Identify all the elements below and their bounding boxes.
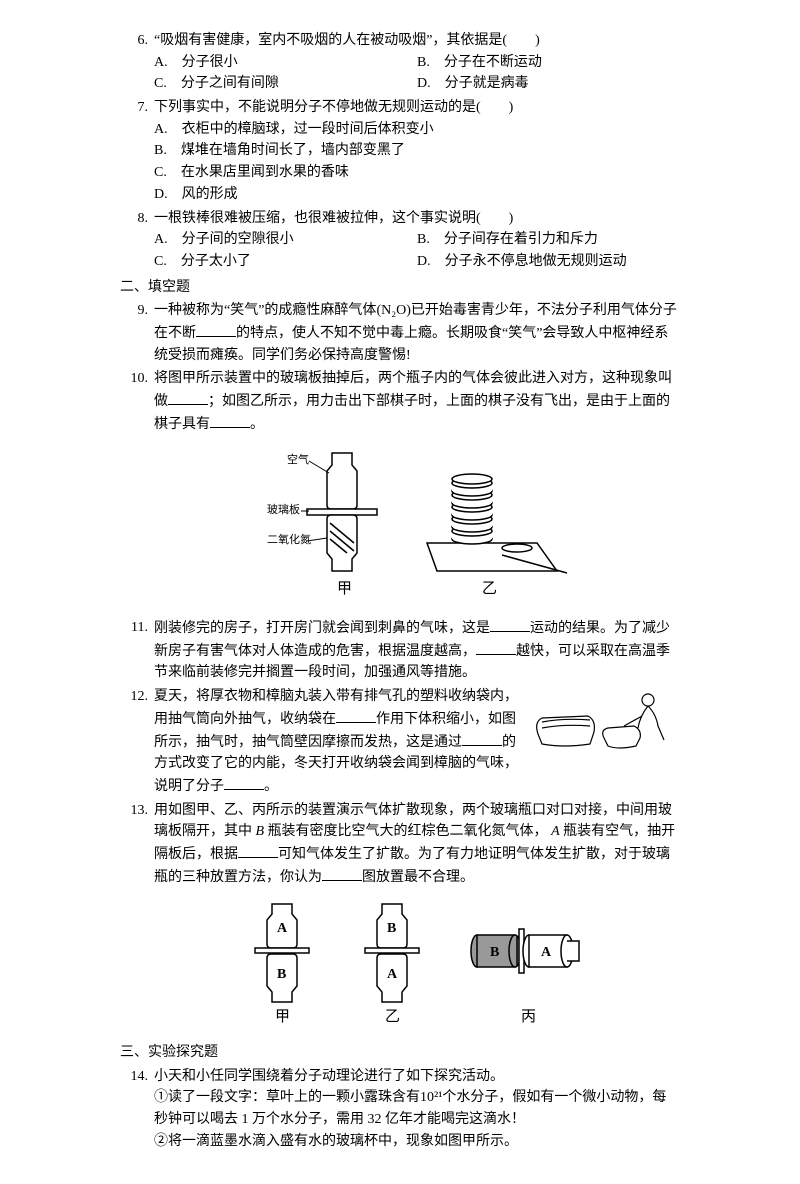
q13-svg: A B 甲 B A 乙 bbox=[227, 896, 607, 1026]
q13-yi-B: B bbox=[387, 921, 396, 936]
q7-options: A. 衣柜中的樟脑球，过一段时间后体积变小 B. 煤堆在墙角时间长了，墙内部变黑… bbox=[154, 119, 680, 206]
q10-body: 将图甲所示装置中的玻璃板抽掉后，两个瓶子内的气体会彼此进入对方，这种现象叫做；如… bbox=[154, 368, 680, 615]
q13-p2: 瓶装有密度比空气大的红棕色二氧化氮气体， bbox=[268, 824, 548, 839]
q13-jia-A: A bbox=[277, 921, 288, 936]
q14-stem: 小天和小任同学围绕着分子动理论进行了如下探究活动。 bbox=[154, 1066, 680, 1088]
question-14: 14. 小天和小任同学围绕着分子动理论进行了如下探究活动。 ①读了一段文字：草叶… bbox=[120, 1066, 680, 1153]
q12-figure bbox=[530, 686, 680, 769]
q10-label-glass: 玻璃板 bbox=[267, 502, 300, 516]
section-fill-blank: 二、填空题 bbox=[120, 277, 680, 299]
question-8: 8. 一根铁棒很难被压缩，也很难被拉伸，这个事实说明( ) A. 分子间的空隙很… bbox=[120, 208, 680, 273]
q6-opt-d: D. 分子就是病毒 bbox=[417, 73, 680, 95]
q8-opt-a: A. 分子间的空隙很小 bbox=[154, 229, 417, 251]
q8-opt-b: B. 分子间存在着引力和斥力 bbox=[417, 229, 680, 251]
q9-num: 9. bbox=[120, 300, 154, 366]
question-12: 12. bbox=[120, 686, 680, 797]
q11-blank1 bbox=[490, 617, 530, 632]
q14-item1: ①读了一段文字：草叶上的一颗小露珠含有10²¹个水分子，假如有一个微小动物，每秒… bbox=[154, 1087, 680, 1130]
q10-figure: 空气 玻璃板 二氧化氮 甲 bbox=[154, 443, 680, 611]
q8-opt-d: D. 分子永不停息地做无规则运动 bbox=[417, 251, 680, 273]
q10-label-air: 空气 bbox=[287, 452, 309, 466]
q12-blank2 bbox=[462, 731, 502, 746]
q13-yi-A: A bbox=[387, 967, 398, 982]
q11-body: 刚装修完的房子，打开房门就会闻到刺鼻的气味，这是运动的结果。为了减少新房子有害气… bbox=[154, 617, 680, 684]
q10-label-no2: 二氧化氮 bbox=[267, 532, 311, 546]
q6-options: A. 分子很小 B. 分子在不断运动 C. 分子之间有间隙 D. 分子就是病毒 bbox=[154, 52, 680, 95]
q7-opt-a: A. 衣柜中的樟脑球，过一段时间后体积变小 bbox=[154, 119, 680, 141]
q9-blank1 bbox=[196, 322, 236, 337]
q10-num: 10. bbox=[120, 368, 154, 615]
q9-p1: 一种被称为“笑气”的成瘾性麻醉气体 bbox=[154, 303, 376, 318]
q12-blank3 bbox=[224, 775, 264, 790]
q7-opt-d: D. 风的形成 bbox=[154, 184, 680, 206]
section-experiment: 三、实验探究题 bbox=[120, 1042, 680, 1064]
q13-p5: 图放置最不合理。 bbox=[362, 870, 474, 885]
q10-blank1 bbox=[168, 390, 208, 405]
page-content: 6. “吸烟有害健康，室内不吸烟的人在被动吸烟”，其依据是( ) A. 分子很小… bbox=[0, 0, 800, 1184]
q13-cap-yi: 乙 bbox=[385, 1009, 400, 1025]
q11-num: 11. bbox=[120, 617, 154, 684]
q14-exp: 10²¹ bbox=[420, 1090, 442, 1105]
q11-blank2 bbox=[476, 640, 516, 655]
q13-B: B bbox=[256, 824, 265, 839]
q13-A: A bbox=[551, 824, 560, 839]
q9-body: 一种被称为“笑气”的成瘾性麻醉气体(N₂O)已开始毒害青少年，不法分子利用气体分… bbox=[154, 300, 680, 366]
q6-opt-b: B. 分子在不断运动 bbox=[417, 52, 680, 74]
q12-p4: 。 bbox=[264, 779, 278, 794]
q8-body: 一根铁棒很难被压缩，也很难被拉伸，这个事实说明( ) A. 分子间的空隙很小 B… bbox=[154, 208, 680, 273]
question-11: 11. 刚装修完的房子，打开房门就会闻到刺鼻的气味，这是运动的结果。为了减少新房… bbox=[120, 617, 680, 684]
q10-svg: 空气 玻璃板 二氧化氮 甲 bbox=[257, 443, 577, 603]
question-9: 9. 一种被称为“笑气”的成瘾性麻醉气体(N₂O)已开始毒害青少年，不法分子利用… bbox=[120, 300, 680, 366]
q7-num: 7. bbox=[120, 97, 154, 205]
q12-blank1 bbox=[336, 708, 376, 723]
q14-num: 14. bbox=[120, 1066, 154, 1153]
q13-blank2 bbox=[322, 866, 362, 881]
q6-opt-c: C. 分子之间有间隙 bbox=[154, 73, 417, 95]
q7-body: 下列事实中，不能说明分子不停地做无规则运动的是( ) A. 衣柜中的樟脑球，过一… bbox=[154, 97, 680, 205]
q6-body: “吸烟有害健康，室内不吸烟的人在被动吸烟”，其依据是( ) A. 分子很小 B.… bbox=[154, 30, 680, 95]
q13-blank1 bbox=[238, 843, 278, 858]
q10-cap-l: 甲 bbox=[337, 581, 352, 597]
q13-cap-jia: 甲 bbox=[275, 1009, 290, 1025]
q11-p1: 刚装修完的房子，打开房门就会闻到刺鼻的气味，这是 bbox=[154, 621, 490, 636]
q6-opt-a: A. 分子很小 bbox=[154, 52, 417, 74]
q10-blank2 bbox=[210, 413, 250, 428]
q12-svg bbox=[530, 686, 680, 761]
q12-body: 夏天，将厚衣物和樟脑丸装入带有排气孔的塑料收纳袋内，用抽气筒向外抽气，收纳袋在作… bbox=[154, 686, 680, 797]
q13-body: 用如图甲、乙、丙所示的装置演示气体扩散现象，两个玻璃瓶口对口对接，中间用玻璃板隔… bbox=[154, 800, 680, 1038]
q12-num: 12. bbox=[120, 686, 154, 797]
question-6: 6. “吸烟有害健康，室内不吸烟的人在被动吸烟”，其依据是( ) A. 分子很小… bbox=[120, 30, 680, 95]
q7-opt-c: C. 在水果店里闻到水果的香味 bbox=[154, 162, 680, 184]
q13-bing-B: B bbox=[490, 945, 499, 960]
q8-opt-c: C. 分子太小了 bbox=[154, 251, 417, 273]
q13-cap-bing: 丙 bbox=[521, 1009, 536, 1025]
q8-options: A. 分子间的空隙很小 B. 分子间存在着引力和斥力 C. 分子太小了 D. 分… bbox=[154, 229, 680, 272]
q10-p3: 。 bbox=[250, 417, 264, 432]
q13-figure: A B 甲 B A 乙 bbox=[154, 896, 680, 1034]
q13-jia-B: B bbox=[277, 967, 286, 982]
q9-formula: (N₂O) bbox=[376, 303, 410, 318]
q6-stem: “吸烟有害健康，室内不吸烟的人在被动吸烟”，其依据是( ) bbox=[154, 30, 680, 52]
q13-num: 13. bbox=[120, 800, 154, 1038]
q13-bing-A: A bbox=[541, 945, 552, 960]
question-13: 13. 用如图甲、乙、丙所示的装置演示气体扩散现象，两个玻璃瓶口对口对接，中间用… bbox=[120, 800, 680, 1038]
q7-stem: 下列事实中，不能说明分子不停地做无规则运动的是( ) bbox=[154, 97, 680, 119]
q10-cap-r: 乙 bbox=[482, 581, 497, 597]
q14-body: 小天和小任同学围绕着分子动理论进行了如下探究活动。 ①读了一段文字：草叶上的一颗… bbox=[154, 1066, 680, 1153]
q14-i1a: ①读了一段文字：草叶上的一颗小露珠含有 bbox=[154, 1090, 420, 1105]
q8-stem: 一根铁棒很难被压缩，也很难被拉伸，这个事实说明( ) bbox=[154, 208, 680, 230]
question-10: 10. 将图甲所示装置中的玻璃板抽掉后，两个瓶子内的气体会彼此进入对方，这种现象… bbox=[120, 368, 680, 615]
q7-opt-b: B. 煤堆在墙角时间长了，墙内部变黑了 bbox=[154, 140, 680, 162]
q8-num: 8. bbox=[120, 208, 154, 273]
question-7: 7. 下列事实中，不能说明分子不停地做无规则运动的是( ) A. 衣柜中的樟脑球… bbox=[120, 97, 680, 205]
q6-num: 6. bbox=[120, 30, 154, 95]
q14-item2: ②将一滴蓝墨水滴入盛有水的玻璃杯中，现象如图甲所示。 bbox=[154, 1131, 680, 1153]
